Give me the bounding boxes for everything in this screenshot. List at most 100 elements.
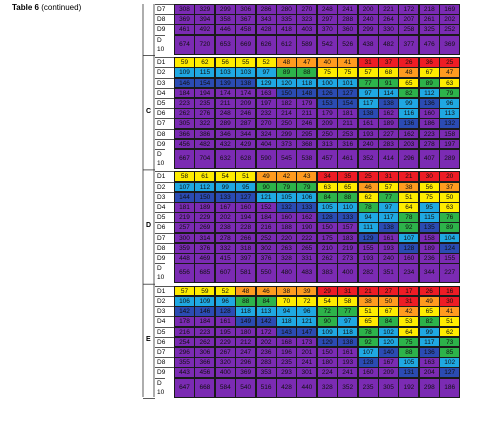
table-cell: 55 [235,57,257,68]
table-cell: 344 [235,128,257,140]
table-cell: 183 [337,232,359,244]
table-cell: 685 [194,263,216,284]
row-label: D8 [155,357,174,367]
table-cell: 57 [357,67,379,79]
table-cell: 456 [194,367,216,379]
table-cell: 75 [398,336,420,348]
table-cell: 154 [194,77,216,89]
table-cell: 440 [296,377,318,398]
table-cell: 221 [378,4,399,15]
table-cell: 283 [255,357,277,368]
table-cell: 113 [255,306,277,317]
table-cell: 144 [174,191,195,203]
table-cell: 189 [418,242,440,254]
table-cell: 117 [378,212,399,223]
table-cell: 209 [378,367,399,379]
table-cell: 172 [255,326,277,338]
table-cell: 84 [255,295,277,307]
table-cell: 193 [357,253,379,264]
table-cell: 90 [316,316,338,328]
table-cell: 332 [214,242,236,254]
table-cell: 88 [296,67,318,79]
table-cell: 181 [174,202,195,213]
table-cell: 280 [276,4,297,15]
row-label: D5 [155,212,174,222]
table-cell: 704 [194,148,216,169]
table-cell: 160 [418,108,440,119]
row-label: D10 [155,263,165,282]
table-cell: 167 [214,202,236,213]
table-cell: 656 [174,263,195,284]
table-cell: 94 [276,306,297,317]
table-cell: 112 [418,87,440,99]
table-cell: 352 [337,377,359,398]
table-cell: 228 [235,222,257,234]
table-cell: 235 [357,377,379,398]
table-cell: 193 [357,128,379,140]
table-cell: 653 [214,34,236,55]
table-cell: 103 [235,67,257,79]
table-cell: 168 [276,336,297,348]
table-cell: 46 [255,285,277,297]
table-cell: 77 [378,191,399,203]
table-cell: 211 [337,118,359,130]
table-cell: 178 [174,316,195,328]
table-cell: 63 [316,181,338,193]
table-cell: 264 [378,14,399,25]
table-cell: 99 [398,97,420,109]
table-cell: 109 [174,67,195,79]
table-cell: 458 [235,24,257,36]
table-cell: 51 [439,316,461,328]
table-cell: 668 [194,377,216,398]
table-cell: 482 [378,34,399,55]
table-cell: 216 [174,326,195,338]
table-cell: 20 [439,171,461,183]
table-cell: 97 [357,87,379,99]
table-cell: 147 [296,326,318,338]
table-cell: 149 [235,316,257,328]
table-cell: 35 [337,171,359,183]
table-cell: 238 [214,222,236,234]
table-cell: 186 [418,118,440,130]
table-cell: 278 [418,138,440,150]
table-cell: 289 [439,148,461,169]
table-cell: 612 [276,34,297,55]
table-cell: 84 [378,316,399,328]
table-cell: 353 [255,367,277,379]
table-cell: 120 [378,336,399,348]
table-cell: 101 [337,77,359,89]
table-cell: 89 [276,67,297,79]
table-cell: 161 [378,232,399,244]
table-cell: 138 [235,77,257,89]
table-cell: 480 [276,263,297,284]
table-cell: 235 [276,357,297,368]
table-cell: 720 [194,34,216,55]
table-cell: 38 [398,181,420,193]
table-cell: 246 [235,108,257,119]
table-cell: 267 [214,346,236,358]
table-cell: 99 [214,181,236,193]
table-cell: 180 [316,357,338,368]
table-cell: 59 [194,285,216,297]
table-cell: 78 [398,212,420,223]
table-cell: 106 [296,191,318,203]
table-cell: 302 [255,242,277,254]
row-label: D2 [155,67,174,77]
table-cell: 133 [337,212,359,223]
table-cell: 36 [418,57,440,68]
table-cell: 158 [418,232,440,244]
table-cell: 128 [398,242,420,254]
table-cell: 373 [276,138,297,150]
table-cell: 328 [276,253,297,264]
table-cell: 92 [357,336,379,348]
table-cell: 64 [398,326,420,338]
table-cell: 209 [316,118,338,130]
table-cell: 376 [194,242,216,254]
table-cell: 482 [194,138,216,150]
table-cell: 96 [439,97,461,109]
table-cell: 48 [235,285,257,297]
table-cell: 118 [337,326,359,338]
table-cell: 227 [439,263,461,284]
table-cell: 325 [418,24,440,36]
